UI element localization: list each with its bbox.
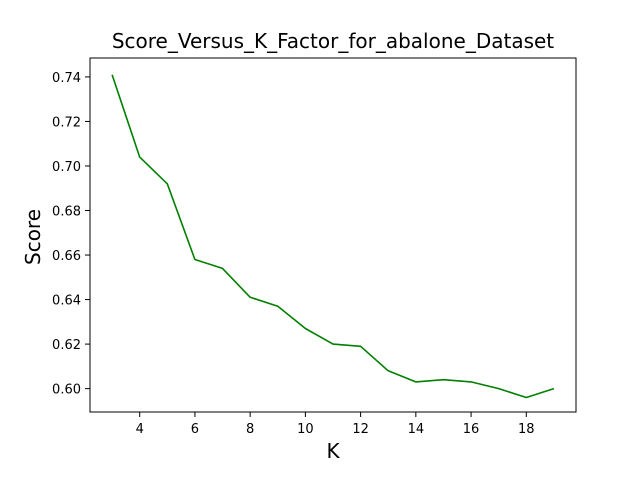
y-axis-title: Score <box>21 209 45 265</box>
x-tick-label: 8 <box>246 422 254 437</box>
series-line <box>111 74 555 399</box>
chart-title: Score_Versus_K_Factor_for_abalone_Datase… <box>112 29 554 53</box>
y-tick-label: 0.60 <box>52 383 81 398</box>
y-tick-label: 0.74 <box>52 71 81 86</box>
plot-frame <box>89 57 577 413</box>
y-tick-label: 0.68 <box>52 205 81 220</box>
x-tick-label: 6 <box>191 422 199 437</box>
x-axis-title: K <box>326 439 340 463</box>
x-tick-label: 16 <box>463 422 480 437</box>
x-tick-label: 4 <box>136 422 144 437</box>
y-tick-label: 0.66 <box>52 249 81 264</box>
x-tick-label: 18 <box>518 422 535 437</box>
y-tick-label: 0.64 <box>52 294 81 309</box>
x-tick-label: 10 <box>297 422 314 437</box>
y-tick-label: 0.70 <box>52 160 81 175</box>
y-tick-label: 0.62 <box>52 338 81 353</box>
x-tick-label: 12 <box>352 422 369 437</box>
y-tick-label: 0.72 <box>52 115 81 130</box>
x-tick-label: 14 <box>408 422 425 437</box>
plot-area: 4 6 8 10 12 14 16 18 0.60 0.62 0.64 0.66 0.68 0.70 0.7… <box>52 71 555 437</box>
